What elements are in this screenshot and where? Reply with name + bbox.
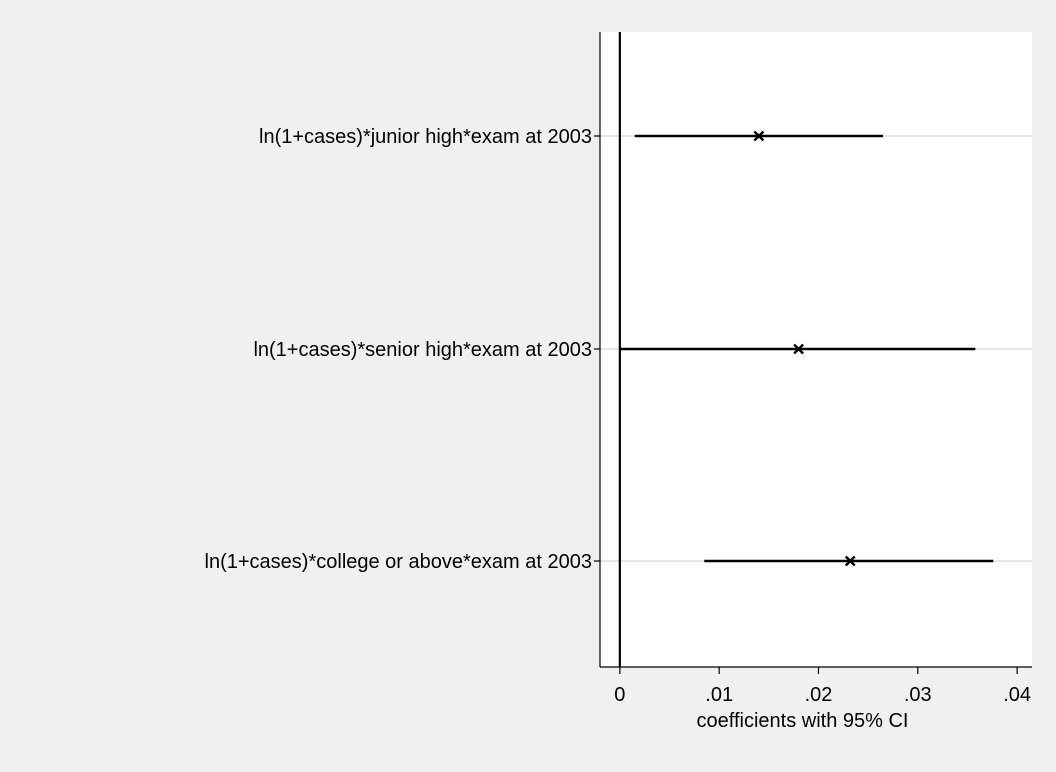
x-tick-label: .01 (705, 684, 733, 706)
y-tick-label: ln(1+cases)*junior high*exam at 2003 (259, 126, 592, 148)
point-estimate-marker (793, 343, 804, 355)
y-tick-label: ln(1+cases)*senior high*exam at 2003 (253, 339, 592, 361)
x-tick-label: .02 (805, 684, 833, 706)
x-tick-label: .04 (1003, 684, 1031, 706)
x-tick-label: 0 (614, 684, 625, 706)
point-estimate-marker (753, 130, 765, 142)
point-estimate-marker (844, 555, 856, 567)
y-tick-label: ln(1+cases)*college or above*exam at 200… (205, 551, 592, 573)
x-tick-label: .03 (904, 684, 932, 706)
x-axis-title: coefficients with 95% CI (697, 710, 909, 732)
